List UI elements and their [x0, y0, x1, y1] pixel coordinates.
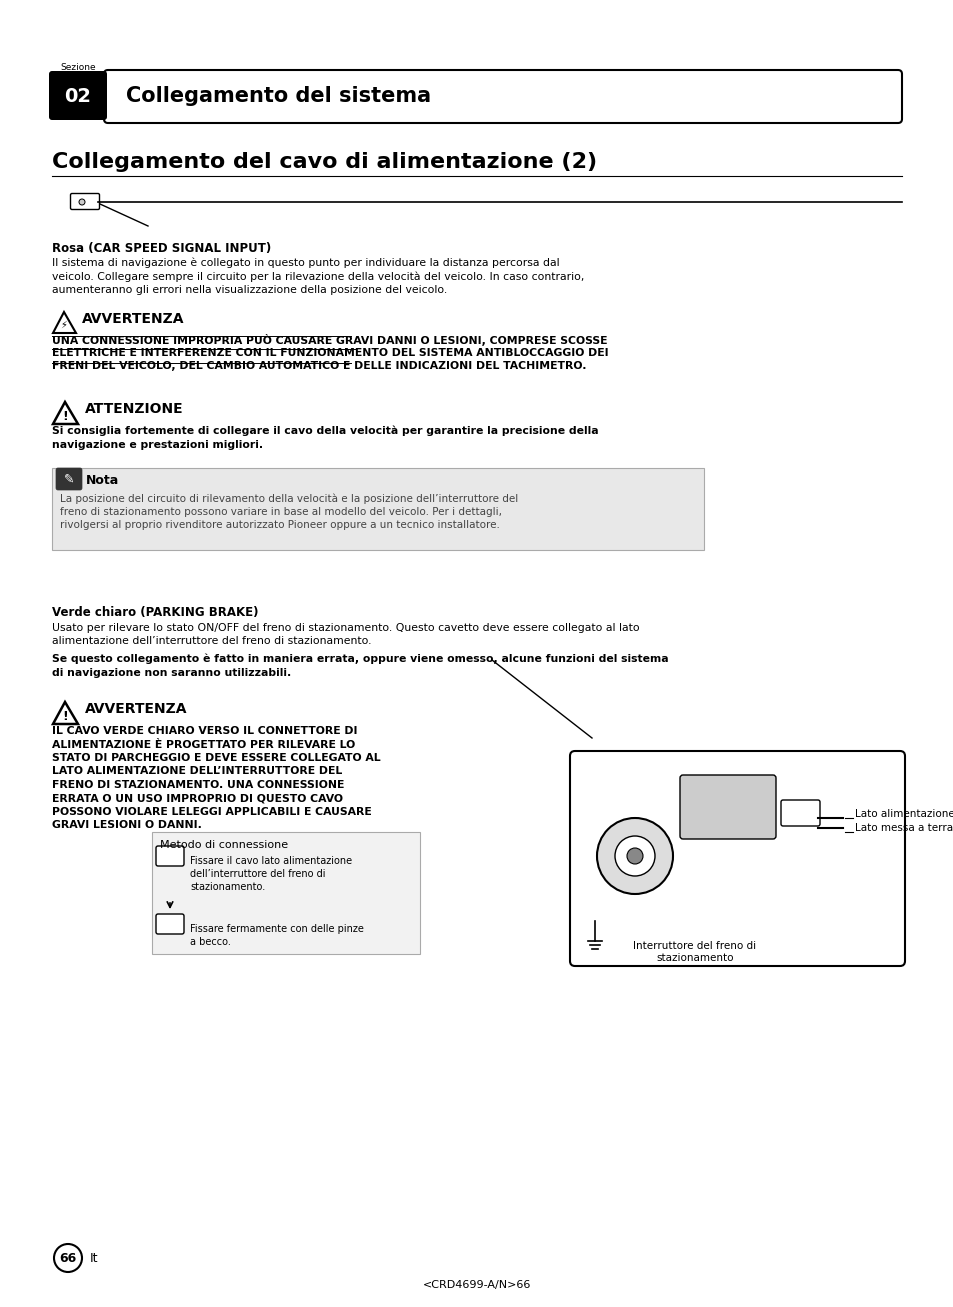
Circle shape — [79, 199, 85, 205]
Text: !: ! — [62, 410, 68, 423]
Text: Il sistema di navigazione è collegato in questo punto per individuare la distanz: Il sistema di navigazione è collegato in… — [52, 257, 559, 268]
Text: Se questo collegamento è fatto in maniera errata, oppure viene omesso, alcune fu: Se questo collegamento è fatto in manier… — [52, 654, 668, 664]
Text: FRENI DEL VEICOLO, DEL CAMBIO AUTOMATICO E DELLE INDICAZIONI DEL TACHIMETRO.: FRENI DEL VEICOLO, DEL CAMBIO AUTOMATICO… — [52, 361, 586, 371]
Text: ✎: ✎ — [64, 473, 74, 485]
Circle shape — [626, 848, 642, 864]
Text: Sezione: Sezione — [60, 63, 95, 72]
Text: Fissare fermamente con delle pinze
a becco.: Fissare fermamente con delle pinze a bec… — [190, 924, 363, 946]
Text: La posizione del circuito di rilevamento della velocità e la posizione dell’inte: La posizione del circuito di rilevamento… — [60, 494, 517, 505]
Text: GRAVI LESIONI O DANNI.: GRAVI LESIONI O DANNI. — [52, 821, 202, 830]
FancyBboxPatch shape — [156, 846, 184, 867]
FancyBboxPatch shape — [56, 468, 82, 490]
FancyBboxPatch shape — [104, 71, 901, 123]
FancyBboxPatch shape — [679, 775, 775, 839]
Text: Usato per rilevare lo stato ON/OFF del freno di stazionamento. Questo cavetto de: Usato per rilevare lo stato ON/OFF del f… — [52, 623, 639, 633]
Text: LATO ALIMENTAZIONE DELL’INTERRUTTORE DEL: LATO ALIMENTAZIONE DELL’INTERRUTTORE DEL — [52, 766, 342, 776]
Text: Lato messa a terra: Lato messa a terra — [854, 823, 952, 833]
Text: Nota: Nota — [86, 474, 119, 488]
Text: Collegamento del sistema: Collegamento del sistema — [126, 86, 431, 106]
Text: Verde chiaro (PARKING BRAKE): Verde chiaro (PARKING BRAKE) — [52, 606, 258, 620]
Text: POSSONO VIOLARE LELEGGI APPLICABILI E CAUSARE: POSSONO VIOLARE LELEGGI APPLICABILI E CA… — [52, 806, 372, 817]
FancyBboxPatch shape — [52, 468, 703, 550]
Text: AVVERTENZA: AVVERTENZA — [82, 312, 184, 325]
Text: veicolo. Collegare sempre il circuito per la rilevazione della velocità del veic: veicolo. Collegare sempre il circuito pe… — [52, 272, 584, 282]
FancyBboxPatch shape — [569, 752, 904, 966]
Text: di navigazione non saranno utilizzabili.: di navigazione non saranno utilizzabili. — [52, 668, 291, 677]
Text: navigazione e prestazioni migliori.: navigazione e prestazioni migliori. — [52, 439, 263, 450]
Text: <CRD4699-A/N>66: <CRD4699-A/N>66 — [422, 1280, 531, 1290]
Text: 66: 66 — [59, 1252, 76, 1264]
Circle shape — [54, 1244, 82, 1272]
Text: rivolgersi al proprio rivenditore autorizzato Pioneer oppure a un tecnico instal: rivolgersi al proprio rivenditore autori… — [60, 520, 499, 531]
Text: Metodo di connessione: Metodo di connessione — [160, 840, 288, 850]
Text: ⚡: ⚡ — [60, 320, 68, 329]
Text: alimentazione dell’interruttore del freno di stazionamento.: alimentazione dell’interruttore del fren… — [52, 637, 371, 646]
Text: 02: 02 — [65, 86, 91, 106]
Text: Si consiglia fortemente di collegare il cavo della velocità per garantire la pre: Si consiglia fortemente di collegare il … — [52, 426, 598, 437]
Text: STATO DI PARCHEGGIO E DEVE ESSERE COLLEGATO AL: STATO DI PARCHEGGIO E DEVE ESSERE COLLEG… — [52, 753, 380, 763]
Polygon shape — [53, 312, 76, 333]
Text: ELETTRICHE E INTERFERENZE CON IL FUNZIONAMENTO DEL SISTEMA ANTIBLOCCAGGIO DEI: ELETTRICHE E INTERFERENZE CON IL FUNZION… — [52, 348, 608, 358]
Text: ATTENZIONE: ATTENZIONE — [85, 403, 183, 416]
FancyBboxPatch shape — [781, 800, 820, 826]
Polygon shape — [53, 403, 78, 423]
FancyBboxPatch shape — [49, 71, 107, 120]
Text: FRENO DI STAZIONAMENTO. UNA CONNESSIONE: FRENO DI STAZIONAMENTO. UNA CONNESSIONE — [52, 780, 344, 789]
Text: UNA CONNESSIONE IMPROPRIA PUÒ CAUSARE GRAVI DANNI O LESIONI, COMPRESE SCOSSE: UNA CONNESSIONE IMPROPRIA PUÒ CAUSARE GR… — [52, 335, 607, 346]
Text: Fissare il cavo lato alimentazione
dell’interruttore del freno di
stazionamento.: Fissare il cavo lato alimentazione dell’… — [190, 856, 352, 891]
Circle shape — [597, 818, 672, 894]
FancyBboxPatch shape — [152, 833, 419, 954]
Text: ALIMENTAZIONE È PROGETTATO PER RILEVARE LO: ALIMENTAZIONE È PROGETTATO PER RILEVARE … — [52, 740, 355, 749]
Text: It: It — [90, 1252, 98, 1264]
Text: aumenteranno gli errori nella visualizzazione della posizione del veicolo.: aumenteranno gli errori nella visualizza… — [52, 285, 447, 295]
Text: ERRATA O UN USO IMPROPRIO DI QUESTO CAVO: ERRATA O UN USO IMPROPRIO DI QUESTO CAVO — [52, 793, 343, 804]
Text: !: ! — [62, 711, 68, 724]
Text: freno di stazionamento possono variare in base al modello del veicolo. Per i det: freno di stazionamento possono variare i… — [60, 507, 501, 518]
Text: Lato alimentazione: Lato alimentazione — [854, 809, 953, 819]
Text: Collegamento del cavo di alimentazione (2): Collegamento del cavo di alimentazione (… — [52, 152, 597, 173]
Text: AVVERTENZA: AVVERTENZA — [85, 702, 188, 716]
Text: Rosa (CAR SPEED SIGNAL INPUT): Rosa (CAR SPEED SIGNAL INPUT) — [52, 242, 271, 255]
Text: Interruttore del freno di
stazionamento: Interruttore del freno di stazionamento — [633, 941, 756, 963]
Polygon shape — [53, 702, 78, 724]
FancyBboxPatch shape — [71, 193, 99, 209]
Circle shape — [615, 836, 655, 876]
FancyBboxPatch shape — [156, 914, 184, 935]
Text: IL CAVO VERDE CHIARO VERSO IL CONNETTORE DI: IL CAVO VERDE CHIARO VERSO IL CONNETTORE… — [52, 725, 357, 736]
